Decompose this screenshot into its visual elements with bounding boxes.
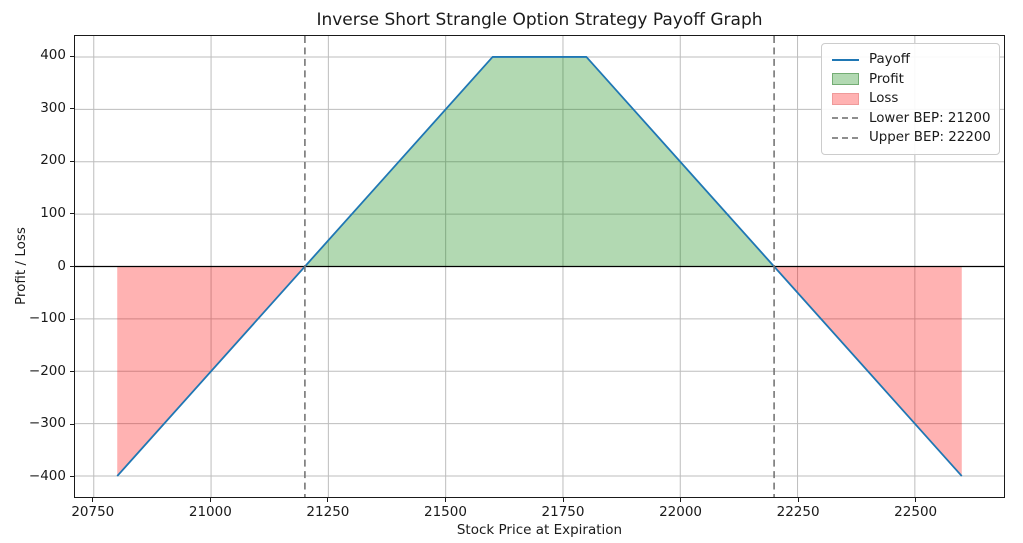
profit-region	[304, 56, 775, 267]
y-tick-mark	[70, 160, 74, 162]
x-tick-mark	[562, 498, 564, 502]
loss-swatch	[832, 92, 859, 105]
legend-item: Upper BEP: 22200	[832, 128, 991, 148]
x-tick-mark	[444, 498, 446, 502]
x-tick-label: 20750	[71, 504, 115, 520]
x-tick-label: 21000	[188, 504, 232, 520]
legend-dashed-swatch	[832, 135, 859, 141]
y-tick-label: 300	[40, 99, 66, 116]
y-tick-mark	[70, 371, 74, 373]
y-tick-label: −100	[28, 310, 66, 327]
legend-item: Lower BEP: 21200	[832, 109, 991, 129]
legend: Payoff Profit Loss Lower BEP: 21200 Upper BE…	[821, 43, 1000, 155]
y-tick-label: −400	[28, 467, 66, 484]
legend-line-swatch	[832, 57, 859, 63]
legend-label: Payoff	[869, 52, 911, 68]
x-tick-label: 21500	[423, 504, 467, 520]
y-tick-label: −200	[28, 362, 66, 379]
y-tick-label: 100	[40, 204, 66, 221]
legend-label: Upper BEP: 22200	[869, 130, 991, 146]
chart-title: Inverse Short Strangle Option Strategy P…	[316, 10, 763, 30]
x-tick-label: 22000	[659, 504, 703, 520]
legend-item: Loss	[832, 89, 989, 109]
y-tick-label: 0	[57, 257, 66, 274]
x-tick-mark	[797, 498, 799, 502]
y-tick-label: 400	[40, 47, 66, 64]
y-tick-label: −300	[28, 415, 66, 432]
x-tick-label: 21250	[306, 504, 350, 520]
legend-patch-swatch	[832, 92, 859, 105]
y-tick-mark	[70, 476, 74, 478]
legend-label: Profit	[869, 71, 904, 87]
y-tick-mark	[70, 266, 74, 267]
x-tick-mark	[680, 498, 682, 502]
y-tick-mark	[70, 423, 74, 425]
legend-dashed-swatch	[832, 115, 859, 121]
y-tick-mark	[70, 318, 74, 320]
y-tick-label: 200	[40, 152, 66, 169]
x-tick-mark	[327, 498, 329, 502]
x-axis-label: Stock Price at Expiration	[456, 522, 623, 538]
legend-patch-swatch	[832, 73, 859, 86]
x-tick-mark	[92, 498, 94, 502]
x-tick-mark	[915, 498, 917, 502]
legend-label: Loss	[869, 91, 899, 107]
y-tick-mark	[70, 108, 74, 110]
x-tick-label: 21750	[541, 504, 585, 520]
x-tick-label: 22500	[894, 504, 938, 520]
legend-label: Lower BEP: 21200	[869, 110, 991, 126]
legend-item: Payoff	[832, 50, 989, 70]
y-tick-mark	[70, 213, 74, 215]
y-tick-mark	[70, 55, 74, 57]
profit-swatch	[832, 73, 859, 86]
x-tick-mark	[209, 498, 211, 502]
x-tick-label: 22250	[776, 504, 820, 520]
legend-item: Profit	[832, 70, 989, 90]
